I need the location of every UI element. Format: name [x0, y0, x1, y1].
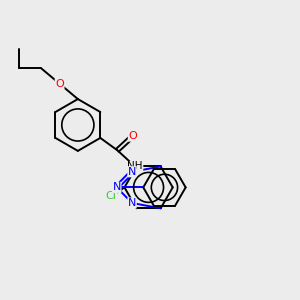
Text: N: N — [128, 167, 136, 177]
Text: O: O — [55, 79, 64, 89]
Text: NH: NH — [127, 161, 143, 172]
Text: Cl: Cl — [106, 191, 117, 201]
Text: O: O — [128, 131, 137, 141]
Text: N: N — [128, 198, 136, 208]
Text: N: N — [112, 182, 121, 192]
